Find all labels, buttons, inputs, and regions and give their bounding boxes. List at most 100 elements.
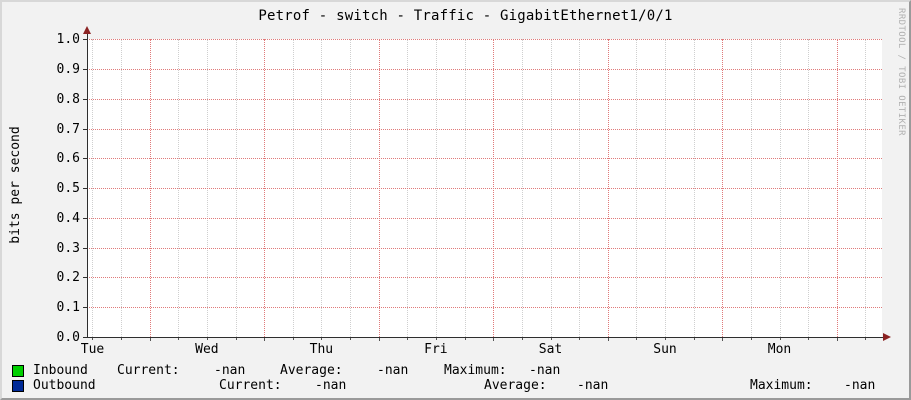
x-tick-label: Sat	[538, 342, 563, 357]
x-axis-tick	[865, 338, 867, 340]
minor-vgridline	[464, 39, 466, 337]
major-vgridline	[378, 39, 380, 337]
x-axis-tick	[779, 338, 781, 340]
legend-series-name: Inbound	[33, 363, 88, 378]
x-axis-tick	[521, 338, 523, 340]
x-tick-label: Wed	[195, 342, 219, 357]
legend-stat-label: Maximum:	[444, 363, 507, 378]
x-axis-tick	[292, 338, 294, 340]
minor-vgridline	[435, 39, 437, 337]
x-axis-arrow-icon	[883, 333, 891, 341]
graph-title: Petrof - switch - Traffic - GigabitEther…	[258, 8, 673, 24]
x-axis-tick	[235, 338, 237, 340]
legend-stat-value: -nan	[214, 363, 246, 378]
legend-stat-value: -nan	[529, 363, 561, 378]
x-axis-tick	[607, 338, 609, 341]
major-hgridline	[87, 98, 882, 100]
legend-stat-label: Average:	[280, 363, 343, 378]
minor-vgridline	[636, 39, 638, 337]
y-tick-label: 0.4	[56, 210, 80, 226]
x-tick-label: Fri	[424, 342, 448, 357]
x-axis-tick	[665, 338, 666, 340]
major-hgridline	[87, 69, 882, 70]
legend-stat-label: Current:	[219, 378, 282, 393]
minor-vgridline	[206, 39, 208, 337]
x-axis-tick	[206, 338, 208, 340]
minor-vgridline	[865, 39, 867, 337]
minor-vgridline	[521, 39, 523, 337]
major-vgridline	[493, 39, 495, 337]
minor-vgridline	[92, 39, 94, 337]
x-axis-tick	[579, 338, 581, 340]
y-axis-label: bits per second	[8, 126, 23, 244]
minor-vgridline	[407, 39, 409, 337]
y-axis-tick	[83, 217, 87, 219]
major-hgridline	[87, 277, 882, 279]
minor-vgridline	[235, 39, 237, 337]
x-axis-tick	[407, 338, 409, 340]
x-axis-line	[87, 337, 883, 338]
minor-vgridline	[292, 39, 294, 337]
major-vgridline	[149, 39, 151, 337]
legend-stat-value: -nan	[315, 378, 347, 393]
x-axis-tick	[92, 338, 94, 340]
legend-series-name: Outbound	[33, 378, 96, 393]
rrdtool-watermark: RRDTOOL / TOBI OETIKER	[896, 8, 906, 137]
x-axis-tick	[750, 338, 752, 340]
x-axis-tick	[836, 338, 838, 341]
y-tick-label: 0.1	[56, 300, 80, 316]
minor-vgridline	[779, 39, 781, 337]
x-axis-tick	[321, 338, 323, 340]
y-axis-tick	[83, 277, 87, 279]
x-axis-tick	[722, 338, 724, 341]
major-vgridline	[722, 39, 724, 337]
minor-vgridline	[350, 39, 352, 337]
x-axis-tick	[264, 338, 266, 341]
major-hgridline	[87, 217, 882, 219]
y-axis-tick	[83, 307, 87, 309]
y-axis-tick	[83, 337, 87, 338]
major-hgridline	[87, 188, 882, 190]
minor-vgridline	[750, 39, 752, 337]
x-axis-tick	[636, 338, 638, 340]
x-axis-tick	[178, 338, 180, 340]
legend-stat-label: Maximum:	[750, 378, 813, 393]
minor-vgridline	[693, 39, 695, 337]
x-tick-label: Tue	[80, 342, 105, 357]
major-hgridline	[87, 247, 882, 249]
y-tick-label: 0.2	[56, 270, 80, 286]
y-axis-arrow-icon	[83, 26, 91, 34]
y-tick-label: 0.0	[56, 330, 80, 345]
y-tick-label: 0.6	[56, 151, 80, 167]
minor-vgridline	[808, 39, 810, 337]
y-axis-tick	[83, 39, 87, 41]
minor-vgridline	[121, 39, 123, 337]
y-tick-label: 0.7	[56, 121, 80, 137]
y-tick-label: 0.3	[56, 240, 80, 256]
y-axis-tick	[83, 69, 87, 70]
x-axis-tick	[378, 338, 380, 341]
legend-stat-label: Current:	[117, 363, 180, 378]
y-tick-label: 0.8	[56, 91, 80, 107]
x-axis-tick	[693, 338, 695, 340]
minor-vgridline	[321, 39, 323, 337]
major-hgridline	[87, 158, 882, 160]
legend-stat-value: -nan	[844, 378, 876, 393]
y-axis-tick	[83, 188, 87, 190]
y-axis-tick	[83, 98, 87, 100]
x-axis-tick	[121, 338, 123, 340]
minor-vgridline	[579, 39, 581, 337]
major-vgridline	[607, 39, 609, 337]
major-vgridline	[836, 39, 838, 337]
minor-vgridline	[665, 39, 666, 337]
y-axis-tick	[83, 128, 87, 130]
x-axis-tick	[493, 338, 495, 341]
major-hgridline	[87, 39, 882, 41]
y-axis-line	[87, 32, 88, 337]
legend-stat-value: -nan	[377, 363, 409, 378]
minor-vgridline	[178, 39, 180, 337]
x-axis-tick	[350, 338, 352, 340]
x-axis-tick	[550, 338, 552, 340]
legend-swatch-inbound	[12, 365, 24, 377]
